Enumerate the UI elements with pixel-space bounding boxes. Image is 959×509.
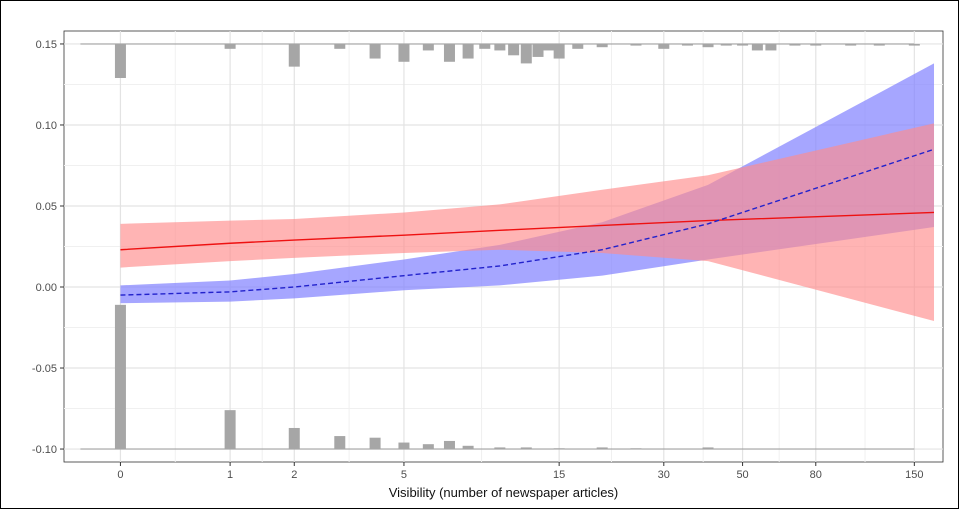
x-tick-label: 2 bbox=[291, 469, 297, 481]
x-tick-label: 80 bbox=[810, 469, 822, 481]
hist-top-bar bbox=[720, 43, 732, 46]
hist-top-bar bbox=[288, 43, 300, 67]
y-tick-label: 0.00 bbox=[36, 282, 57, 294]
y-tick-label: 0.05 bbox=[36, 201, 57, 213]
x-tick-label: 5 bbox=[401, 469, 407, 481]
hist-bottom-bar bbox=[369, 437, 381, 450]
hist-top-bar bbox=[462, 43, 474, 59]
hist-top-bar bbox=[908, 43, 920, 46]
confidence-band-red bbox=[120, 123, 935, 322]
hist-top-bar bbox=[737, 43, 749, 46]
hist-bottom-bar bbox=[596, 447, 608, 450]
x-tick-label: 0 bbox=[117, 469, 123, 481]
hist-bottom-bar bbox=[224, 410, 236, 450]
hist-top-bar bbox=[873, 43, 885, 46]
hist-top-bar bbox=[114, 43, 126, 78]
hist-top-bar bbox=[596, 43, 608, 48]
hist-top-bar bbox=[532, 43, 544, 57]
series-line-red bbox=[120, 211, 935, 251]
hist-bottom-bar bbox=[114, 304, 126, 450]
y-tick-label: 0.10 bbox=[36, 120, 57, 132]
hist-top-bar bbox=[658, 43, 670, 49]
hist-top-bar bbox=[845, 43, 857, 46]
x-tick-label: 1 bbox=[227, 469, 233, 481]
hist-top-bar bbox=[508, 43, 520, 56]
hist-top-bar bbox=[479, 43, 491, 49]
hist-bottom-bar bbox=[422, 444, 434, 450]
y-tick-label: 0.15 bbox=[36, 39, 57, 51]
hist-bottom-bar bbox=[520, 447, 532, 450]
hist-top-bar bbox=[810, 43, 822, 46]
x-tick-label: 50 bbox=[736, 469, 748, 481]
hist-top-bar bbox=[765, 43, 777, 51]
x-axis-title: Visibility (number of newspaper articles… bbox=[389, 485, 619, 500]
hist-top-bar bbox=[553, 43, 565, 59]
y-tick-label: -0.10 bbox=[32, 444, 57, 456]
hist-top-bar bbox=[224, 43, 236, 49]
hist-top-bar bbox=[443, 43, 455, 62]
hist-bottom-bar bbox=[334, 436, 346, 450]
hist-top-bar bbox=[520, 43, 532, 64]
hist-bottom-bar bbox=[553, 448, 565, 450]
hist-bottom-bar bbox=[288, 427, 300, 450]
hist-bottom-bar bbox=[494, 447, 506, 450]
hist-top-bar bbox=[422, 43, 434, 51]
hist-bottom-bar bbox=[702, 447, 714, 450]
x-tick-label: 150 bbox=[905, 469, 923, 481]
hist-top-bar bbox=[702, 43, 714, 48]
y-tick-label: -0.05 bbox=[32, 363, 57, 375]
x-tick-label: 30 bbox=[658, 469, 670, 481]
hist-bottom-bar bbox=[630, 448, 642, 450]
hist-top-bar bbox=[398, 43, 410, 62]
hist-bottom-bar bbox=[398, 442, 410, 450]
hist-bottom-bar bbox=[443, 440, 455, 450]
hist-top-bar bbox=[334, 43, 346, 49]
x-tick-label: 15 bbox=[553, 469, 565, 481]
hist-top-bar bbox=[681, 43, 693, 46]
hist-top-bar bbox=[630, 43, 642, 46]
hist-top-bar bbox=[494, 43, 506, 51]
hist-top-bar bbox=[751, 43, 763, 51]
series-line-blue bbox=[120, 148, 935, 296]
hist-top-bar bbox=[369, 43, 381, 59]
hist-bottom-bar bbox=[462, 445, 474, 450]
hist-top-bar bbox=[543, 43, 555, 51]
hist-top-bar bbox=[572, 43, 584, 49]
hist-top-bar bbox=[789, 43, 801, 46]
